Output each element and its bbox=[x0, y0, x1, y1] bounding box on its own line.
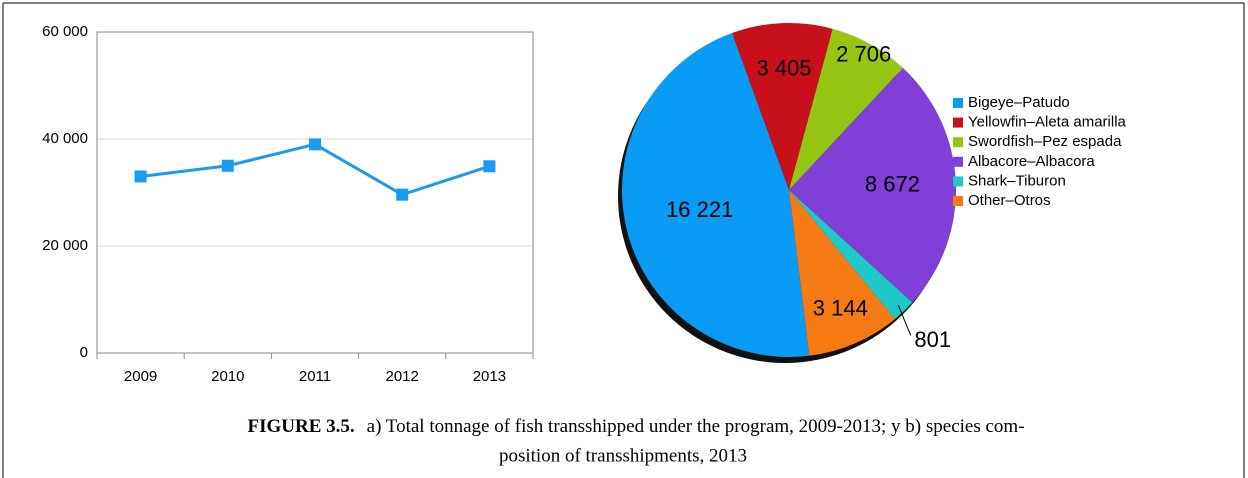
legend-label: Shark–Tiburon bbox=[968, 172, 1066, 189]
caption-line: position of transshipments, 2013 bbox=[499, 445, 747, 466]
data-label: 2 706 bbox=[836, 42, 891, 67]
x-tick-label: 2012 bbox=[386, 368, 419, 385]
marker bbox=[134, 170, 147, 183]
y-tick-label: 40 000 bbox=[42, 130, 88, 147]
pie-slice bbox=[789, 190, 913, 320]
y-tick-label: 60 000 bbox=[42, 23, 88, 40]
legend-label: Albacore–Albacora bbox=[968, 153, 1095, 170]
pie-slice bbox=[789, 190, 895, 356]
leader-line bbox=[897, 304, 912, 336]
legend-swatch bbox=[953, 196, 963, 206]
x-tick-label: 2009 bbox=[124, 368, 157, 385]
caption-text: a) Total tonnage of fish transshipped un… bbox=[367, 416, 1025, 437]
legend-label: Other–Otros bbox=[968, 192, 1051, 209]
legend-swatch bbox=[953, 176, 963, 187]
legend-label: Bigeye–Patudo bbox=[968, 94, 1070, 111]
marker bbox=[221, 159, 234, 172]
marker bbox=[309, 138, 321, 151]
line bbox=[140, 142, 490, 197]
pie-slice bbox=[789, 28, 903, 190]
legend-label: Swordfish–Pez espada bbox=[968, 133, 1122, 150]
y-tick-label: 0 bbox=[80, 344, 88, 361]
caption-label: FIGURE 3.5. bbox=[247, 416, 354, 437]
data-label: 3 405 bbox=[756, 56, 811, 81]
x-tick-label: 2010 bbox=[211, 368, 244, 385]
legend-swatch bbox=[953, 117, 963, 128]
legend-label: Yellowfin–Aleta amarilla bbox=[968, 114, 1127, 131]
marker bbox=[396, 188, 409, 201]
pie-slice bbox=[732, 22, 833, 190]
caption-line: FIGURE 3.5. a) Total tonnage of fish tran… bbox=[247, 416, 1024, 437]
data-label: 16 221 bbox=[666, 197, 733, 222]
legend-swatch bbox=[953, 156, 963, 167]
plot-frame bbox=[96, 31, 534, 354]
pie-slice bbox=[621, 32, 810, 358]
legend-swatch bbox=[953, 98, 963, 108]
y-tick-label: 20 000 bbox=[42, 237, 88, 254]
marker bbox=[483, 160, 496, 173]
legend-swatch bbox=[953, 137, 963, 148]
data-label: 3 144 bbox=[813, 296, 868, 321]
x-tick-label: 2011 bbox=[299, 368, 331, 385]
data-label: 801 bbox=[914, 327, 951, 352]
pie-slice bbox=[789, 67, 956, 303]
x-tick-label: 2013 bbox=[473, 368, 506, 385]
data-label: 8 672 bbox=[865, 172, 920, 197]
